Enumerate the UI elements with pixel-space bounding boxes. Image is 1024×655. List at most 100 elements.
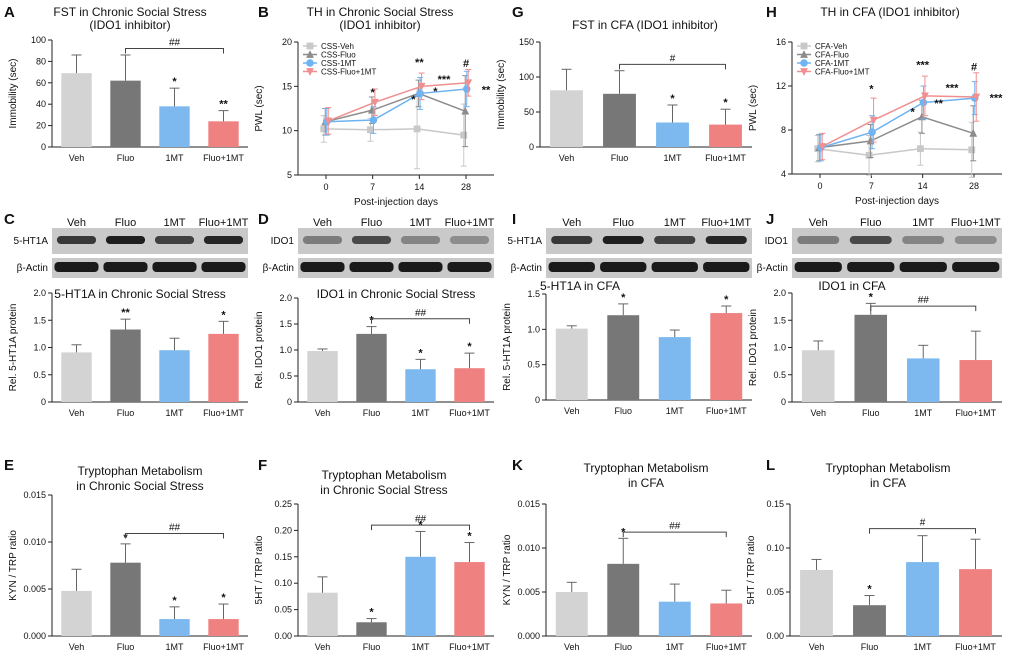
blot-band — [902, 236, 945, 244]
significance-star: * — [670, 93, 675, 105]
bar-fluo — [110, 562, 141, 636]
chart-subtitle: in CFA — [870, 476, 906, 490]
x-tick-label: Veh — [69, 153, 85, 163]
legend-entry: CSS-Fluo+1MT — [321, 68, 376, 77]
significance-star: * — [172, 595, 177, 607]
blot-band — [154, 236, 195, 244]
blot-band — [654, 236, 696, 244]
y-tick-label: 0.05 — [274, 605, 292, 615]
y-tick-label: 0.5 — [527, 360, 540, 370]
blot-strip — [792, 228, 1002, 254]
significance-bracket — [619, 63, 726, 70]
y-tick-label: 0.005 — [517, 587, 540, 597]
x-tick-label: 0 — [817, 181, 822, 191]
blot-band — [794, 262, 842, 272]
data-point — [371, 98, 379, 107]
bar-fluo — [110, 329, 141, 402]
data-point — [460, 131, 468, 139]
blot-band — [300, 262, 345, 272]
significance-star: * — [221, 592, 226, 604]
western-blot-D: Veh Fluo 1MT Fluo+1MT IDO1 β-Actin — [263, 217, 495, 278]
y-tick-label: 1.0 — [527, 324, 540, 334]
data-point — [461, 106, 470, 115]
y-tick-label: 0.5 — [279, 371, 292, 381]
blot-row-label: 5-HT1A — [508, 236, 543, 247]
bar-1mt — [658, 601, 691, 636]
x-tick-label: Veh — [564, 642, 580, 650]
significance-mark: *** — [990, 92, 1004, 104]
chart-subtitle: (IDO1 inhibitor) — [89, 18, 170, 32]
significance-mark: ** — [415, 57, 424, 69]
y-tick-label: 0 — [781, 397, 786, 407]
y-axis-label: Immobility (sec) — [496, 59, 507, 129]
series-line — [820, 97, 975, 149]
y-tick-label: 0.20 — [274, 525, 292, 535]
blot-band — [54, 262, 99, 272]
bracket-label: ## — [918, 295, 930, 306]
y-tick-label: 150 — [519, 37, 534, 47]
x-tick-label: Veh — [810, 408, 826, 418]
blot-lane-label: 1MT — [912, 217, 934, 229]
blot-band — [103, 262, 148, 272]
bar-fluo — [607, 315, 640, 400]
panel-letter-l: L — [766, 457, 775, 474]
legend-entry: CFA-Fluo — [815, 51, 849, 60]
bracket-label: ## — [169, 523, 181, 534]
y-tick-label: 1.5 — [773, 315, 786, 325]
blot-band — [847, 262, 895, 272]
x-axis-label: Post-injection days — [855, 196, 939, 207]
x-tick-label: Veh — [69, 408, 85, 418]
blot-lane-label: 1MT — [664, 217, 686, 229]
data-point — [324, 117, 333, 126]
blot-band — [705, 236, 747, 244]
blot-lane-label: Fluo — [115, 217, 136, 229]
series-line — [819, 115, 974, 149]
data-point — [921, 92, 929, 101]
y-tick-label: 0.010 — [23, 537, 46, 547]
y-axis-label: PWL (sec) — [748, 85, 759, 131]
blot-row-label: β-Actin — [511, 263, 542, 274]
bar-fluo-1mt — [959, 569, 992, 636]
bar-1mt — [405, 556, 436, 636]
blot-lane-label: Veh — [809, 217, 828, 229]
significance-mark: * — [433, 86, 438, 98]
y-tick-label: 0.015 — [517, 499, 540, 509]
bar-1mt — [656, 122, 689, 147]
legend-entry: CFA-Fluo+1MT — [815, 68, 870, 77]
chart-title: Tryptophan Metabolism — [826, 461, 951, 475]
blot-band — [899, 262, 947, 272]
x-tick-label: Fluo+1MT — [955, 408, 996, 418]
significance-bracket — [869, 528, 976, 534]
panel-letter-h: H — [766, 4, 777, 21]
blot-lane-label: Fluo+1MT — [701, 217, 751, 229]
blot-strip — [792, 258, 1002, 278]
blot-strip — [298, 228, 494, 254]
blot-lane-label: Fluo — [361, 217, 382, 229]
data-point — [417, 82, 426, 91]
blot-band — [398, 262, 443, 272]
y-tick-label: 2.0 — [33, 288, 46, 298]
chart-subtitle: (IDO1 inhibitor) — [339, 18, 420, 32]
y-tick-label: 60 — [36, 78, 46, 88]
data-point — [917, 145, 924, 153]
data-point — [800, 59, 808, 67]
blot-band — [602, 236, 644, 244]
bar-veh — [61, 73, 92, 147]
blot-band — [105, 236, 146, 244]
data-point — [462, 85, 471, 93]
bar-veh — [555, 328, 588, 400]
chart-A: FST in Chronic Social Stress(IDO1 inhibi… — [8, 5, 248, 163]
significance-star: * — [869, 291, 874, 303]
y-tick-label: 0.25 — [274, 499, 292, 509]
data-point — [369, 116, 378, 124]
chart-I: 5-HT1A in CFA 0 0.5 1.0 1.5 Rel. 5-HT1A prote… — [502, 279, 752, 416]
panel-letter-b: B — [258, 4, 269, 21]
data-point — [306, 68, 314, 76]
bar-fluo-1mt — [710, 313, 743, 400]
y-tick-label: 0.005 — [23, 584, 46, 594]
series-line — [326, 88, 467, 123]
blot-row-label: 5-HT1A — [14, 236, 49, 247]
data-point — [306, 42, 314, 50]
data-point — [306, 50, 314, 58]
